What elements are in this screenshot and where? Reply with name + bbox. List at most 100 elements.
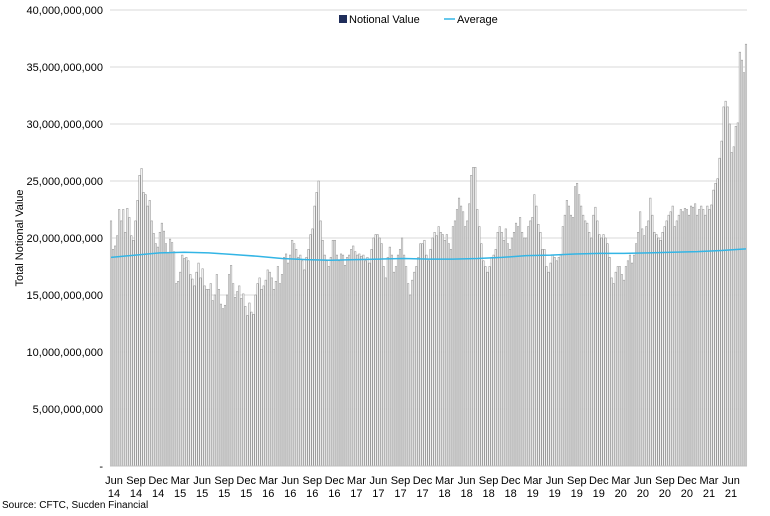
bar <box>694 203 697 467</box>
bar <box>282 257 286 467</box>
bar <box>628 254 632 467</box>
bar <box>726 106 729 467</box>
bar <box>616 266 619 467</box>
bar <box>514 222 518 467</box>
bar <box>425 254 428 467</box>
bar <box>696 214 699 467</box>
bar <box>712 189 715 467</box>
x-tick-label-month: Sep <box>391 475 411 487</box>
x-tick-label-month: Sep <box>655 475 675 487</box>
x-tick-label-month: Jun <box>458 475 476 487</box>
bar <box>240 298 243 467</box>
bar <box>553 257 556 467</box>
bar <box>734 125 737 467</box>
bar <box>413 271 416 467</box>
bar <box>661 232 664 467</box>
bar <box>600 237 603 467</box>
bar <box>315 192 318 467</box>
bar <box>297 257 300 467</box>
bar <box>620 274 623 467</box>
bar <box>502 239 505 467</box>
y-tick-label: 20,000,000,000 <box>27 233 103 245</box>
x-tick-label-year: 15 <box>196 488 208 500</box>
x-tick-label-year: 21 <box>703 488 715 500</box>
legend-swatch-notional-value <box>339 15 347 23</box>
bar <box>730 152 733 467</box>
bar <box>346 257 349 467</box>
bar <box>453 220 456 467</box>
bar <box>443 239 446 467</box>
x-tick-label-month: Sep <box>567 475 587 487</box>
bar <box>702 209 705 467</box>
bar <box>350 249 353 467</box>
bar <box>639 211 642 467</box>
x-tick-label-month: Mar <box>435 475 454 487</box>
bar <box>512 232 516 467</box>
bar <box>207 288 210 467</box>
bar <box>270 277 273 467</box>
bar <box>675 220 678 467</box>
bar <box>203 285 206 467</box>
bar <box>635 243 638 467</box>
bar <box>445 234 448 467</box>
bar <box>191 278 194 467</box>
bar <box>533 194 536 467</box>
bar <box>386 257 389 467</box>
x-tick-label-year: 19 <box>593 488 605 500</box>
bar <box>604 237 607 467</box>
bar <box>700 205 703 467</box>
y-tick-label: 10,000,000,000 <box>27 347 103 359</box>
bar <box>382 266 385 467</box>
x-tick-label-year: 19 <box>571 488 583 500</box>
bar <box>333 239 336 467</box>
bar <box>403 254 406 467</box>
bar <box>323 254 326 467</box>
x-tick-label-year: 16 <box>262 488 274 500</box>
x-tick-label-month: Sep <box>479 475 499 487</box>
bar <box>451 226 454 467</box>
bar <box>171 242 174 467</box>
bar <box>388 246 391 467</box>
average-line <box>110 248 747 261</box>
bar <box>494 249 497 467</box>
y-tick-label: 40,000,000,000 <box>27 5 103 17</box>
y-tick-label: - <box>99 461 103 473</box>
bar <box>529 220 532 467</box>
x-tick-label-month: Dec <box>325 475 345 487</box>
bar <box>659 239 662 467</box>
bar <box>653 232 656 467</box>
bar <box>162 230 165 467</box>
bar <box>360 255 363 467</box>
bar <box>358 253 361 467</box>
bar <box>671 205 674 467</box>
bar <box>679 209 682 467</box>
bar <box>435 235 438 467</box>
bar <box>173 251 176 467</box>
bar <box>238 285 241 467</box>
bar <box>504 228 507 467</box>
bar <box>728 123 731 467</box>
x-tick-label-month: Mar <box>171 475 190 487</box>
bar <box>307 249 310 467</box>
bar <box>740 59 743 467</box>
bar <box>490 257 493 467</box>
x-tick-label-month: Mar <box>259 475 278 487</box>
bar <box>260 288 263 467</box>
x-tick-label-year: 20 <box>637 488 649 500</box>
bar <box>531 217 534 467</box>
bar <box>480 243 483 467</box>
bar <box>411 279 414 467</box>
x-tick-label-month: Mar <box>611 475 630 487</box>
bar <box>437 226 440 467</box>
x-tick-label-year: 18 <box>504 488 516 500</box>
bar <box>293 243 296 467</box>
bar <box>331 239 334 467</box>
bar <box>116 235 119 467</box>
x-tick-label-year: 17 <box>372 488 384 500</box>
x-tick-label-month: Mar <box>347 475 366 487</box>
bar <box>584 220 587 467</box>
x-tick-label-year: 16 <box>306 488 318 500</box>
bar <box>506 243 509 467</box>
bar <box>706 205 709 467</box>
